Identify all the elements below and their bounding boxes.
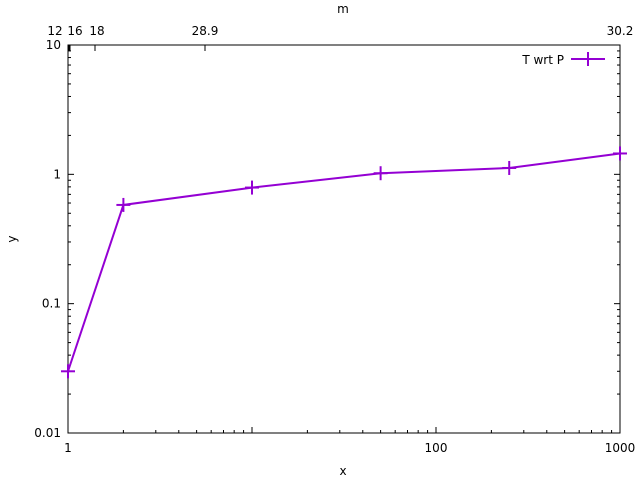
legend-label: T wrt P [521,53,564,67]
data-point [502,160,517,175]
x-tick-label: 100 [425,441,448,455]
data-point [116,197,131,212]
x-axis-label: x [339,464,346,478]
data-point [245,180,259,195]
x2-tick-label: 18 [89,24,104,38]
y-tick-label: 0.01 [34,426,61,440]
y-tick-label: 0.1 [42,297,61,311]
x-tick-label: 1 [64,441,72,455]
series-group [61,146,627,379]
data-point [613,146,627,161]
x2-tick-label: 12 [47,24,62,38]
x-tick-label: 1000 [605,441,636,455]
series-line [67,152,621,372]
y-tick-label: 10 [46,38,61,52]
y-axis-label: y [5,235,19,242]
x2-tick-label: 30.2 [607,24,634,38]
x2-tick-label: 28.9 [192,24,219,38]
x2-axis-label: m [337,2,349,16]
data-point [61,364,75,379]
plot-border [67,44,621,434]
x2-tick-label: 16 [67,24,82,38]
data-point [373,166,388,181]
y-tick-label: 1 [53,167,61,181]
